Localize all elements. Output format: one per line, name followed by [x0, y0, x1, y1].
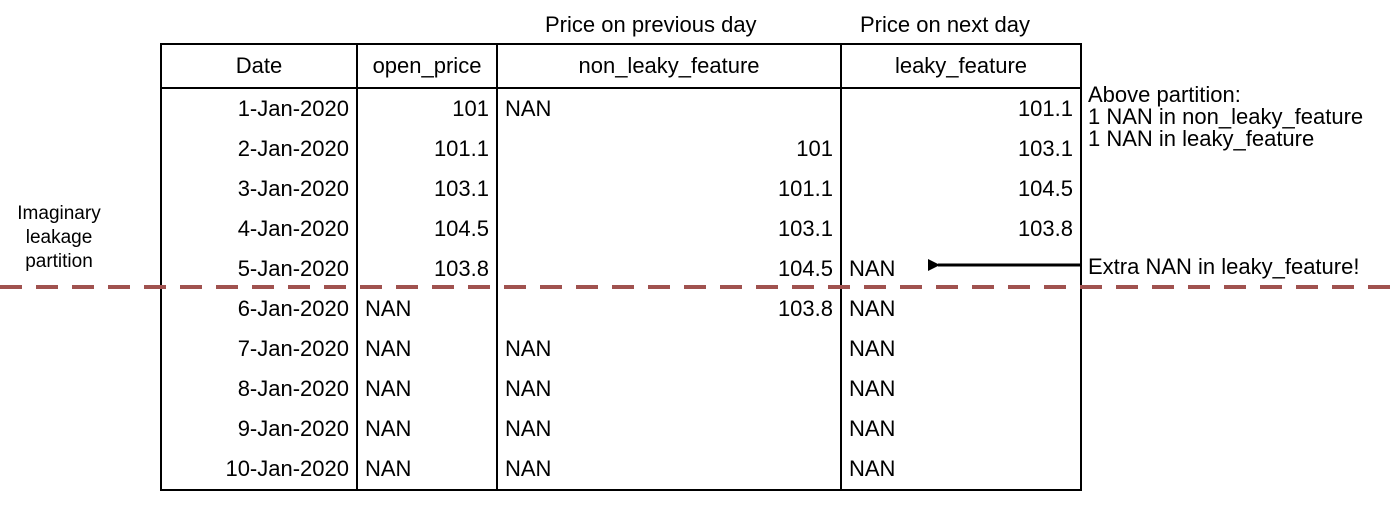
open-price-cell: 101.1: [356, 129, 497, 169]
table-row: 10-Jan-2020 NAN NAN NAN: [161, 449, 1081, 490]
leaky-feature-cell: 103.1: [840, 129, 1081, 169]
open-price-cell: 101: [356, 88, 497, 129]
table-row: 3-Jan-2020 103.1 101.1 104.5: [161, 169, 1081, 209]
leaky-feature-cell: NAN: [840, 409, 1081, 449]
non-leaky-feature-cell: 101: [496, 129, 841, 169]
leaky-feature-cell: NAN: [840, 289, 1081, 329]
non-leaky-feature-cell: 101.1: [496, 169, 841, 209]
column-header-non-leaky-feature: non_leaky_feature: [496, 44, 841, 89]
table-row: 9-Jan-2020 NAN NAN NAN: [161, 409, 1081, 449]
open-price-cell: NAN: [356, 409, 497, 449]
non-leaky-feature-cell: NAN: [496, 369, 841, 409]
non-leaky-feature-cell: 103.8: [496, 289, 841, 329]
date-cell: 10-Jan-2020: [225, 456, 349, 481]
table-row: 8-Jan-2020 NAN NAN NAN: [161, 369, 1081, 409]
partition-label: Imaginary leakage partition: [6, 202, 112, 274]
non-leaky-feature-cell: NAN: [496, 449, 841, 490]
partition-label-line: partition: [25, 251, 93, 272]
column-header-leaky-feature: leaky_feature: [840, 44, 1081, 89]
table-row: 7-Jan-2020 NAN NAN NAN: [161, 329, 1081, 369]
date-cell: 6-Jan-2020: [237, 296, 349, 321]
partition-label-line: leakage: [25, 227, 93, 248]
non-leaky-feature-cell: 104.5: [496, 249, 841, 289]
non-leaky-feature-cell: 103.1: [496, 209, 841, 249]
leaky-feature-cell: 101.1: [840, 88, 1081, 129]
note-line: Above partition:: [1088, 82, 1241, 107]
non-leaky-feature-cell: NAN: [496, 329, 841, 369]
date-cell: 2-Jan-2020: [237, 136, 349, 161]
leaky-feature-cell: 103.8: [840, 209, 1081, 249]
caption-next-day: Price on next day: [860, 12, 1030, 37]
leaky-feature-cell: 104.5: [840, 169, 1081, 209]
table-header-row: Date open_price non_leaky_feature leaky_…: [161, 44, 1081, 89]
open-price-cell: NAN: [356, 289, 497, 329]
extra-nan-note: Extra NAN in leaky_feature!: [1088, 254, 1360, 279]
table-row: 4-Jan-2020 104.5 103.1 103.8: [161, 209, 1081, 249]
table-row: 6-Jan-2020 NAN 103.8 NAN: [161, 289, 1081, 329]
leaky-feature-cell: NAN: [840, 329, 1081, 369]
leaky-feature-cell: NAN: [840, 449, 1081, 490]
open-price-cell: NAN: [356, 369, 497, 409]
column-header-open-price: open_price: [356, 44, 497, 89]
open-price-cell: 104.5: [356, 209, 497, 249]
table-row: 1-Jan-2020 101 NAN 101.1: [161, 88, 1081, 129]
date-cell: 3-Jan-2020: [237, 176, 349, 201]
table-row: 5-Jan-2020 103.8 104.5 NAN: [161, 249, 1081, 289]
partition-label-line: Imaginary: [17, 203, 101, 224]
non-leaky-feature-cell: NAN: [496, 88, 841, 129]
note-line: 1 NAN in non_leaky_feature: [1088, 104, 1364, 129]
open-price-cell: 103.1: [356, 169, 497, 209]
open-price-cell: 103.8: [356, 249, 497, 289]
non-leaky-feature-cell: NAN: [496, 409, 841, 449]
date-cell: 7-Jan-2020: [237, 336, 349, 361]
date-cell: 8-Jan-2020: [237, 376, 349, 401]
leaky-feature-cell: NAN: [840, 369, 1081, 409]
caption-previous-day: Price on previous day: [545, 12, 757, 37]
date-cell: 9-Jan-2020: [237, 416, 349, 441]
date-cell: 4-Jan-2020: [237, 216, 349, 241]
open-price-cell: NAN: [356, 329, 497, 369]
column-header-date: Date: [161, 44, 357, 89]
table-body: 1-Jan-2020 101 NAN 101.1 2-Jan-2020 101.1 101 1…: [161, 88, 1081, 490]
open-price-cell: NAN: [356, 449, 497, 490]
price-table: Date open_price non_leaky_feature leaky_…: [160, 43, 1082, 491]
above-partition-note: Above partition: 1 NAN in non_leaky_feat…: [1088, 84, 1363, 150]
leaky-feature-cell: NAN: [840, 249, 1081, 289]
note-line: 1 NAN in leaky_feature: [1088, 126, 1315, 151]
date-cell: 1-Jan-2020: [237, 96, 349, 121]
date-cell: 5-Jan-2020: [237, 256, 349, 281]
table-row: 2-Jan-2020 101.1 101 103.1: [161, 129, 1081, 169]
